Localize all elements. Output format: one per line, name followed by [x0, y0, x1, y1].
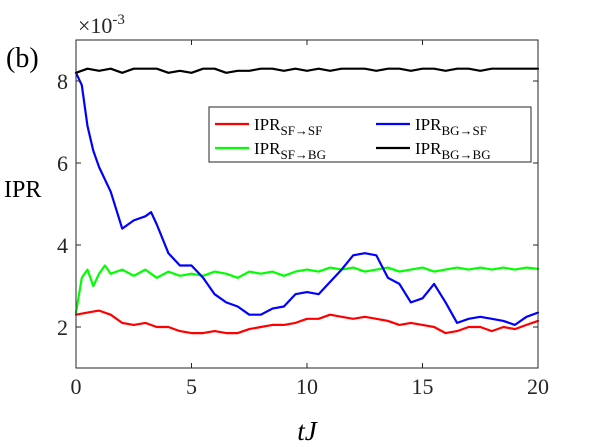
y-exponent-power: -3	[112, 12, 125, 28]
legend-label: IPRBG→SF	[415, 115, 487, 138]
series-line-2	[74, 264, 540, 314]
panel-label: (b)	[6, 43, 39, 74]
legend: IPRSF→SF IPRBG→SF IPRSF→BG IPRBG→BG	[208, 106, 532, 163]
y-tick-label: 2	[57, 315, 68, 340]
legend-label: IPRSF→BG	[254, 139, 326, 162]
ticks-layer: 0 5 10 15 20 2 4 6 8	[57, 40, 549, 399]
series-line-4	[74, 67, 540, 74]
series-layer	[74, 67, 540, 335]
series-line-1	[74, 309, 540, 335]
series-line-3	[74, 71, 540, 326]
x-tick-label: 10	[296, 374, 318, 399]
x-tick-label: 0	[71, 374, 82, 399]
legend-box	[208, 106, 532, 163]
x-tick-label: 5	[186, 374, 197, 399]
x-axis-label: tJ	[297, 416, 319, 446]
y-tick-label: 4	[57, 233, 68, 258]
plot-area	[76, 40, 538, 368]
y-exponent: ×10-3	[78, 12, 125, 38]
y-tick-label: 8	[57, 69, 68, 94]
y-tick-label: 6	[57, 151, 68, 176]
x-tick-label: 20	[527, 374, 549, 399]
legend-label: IPRBG→BG	[415, 139, 491, 162]
legend-label: IPRSF→SF	[254, 115, 322, 138]
y-axis-label: IPR	[4, 177, 41, 203]
y-exponent-base: ×10	[78, 13, 112, 38]
x-tick-label: 15	[412, 374, 434, 399]
